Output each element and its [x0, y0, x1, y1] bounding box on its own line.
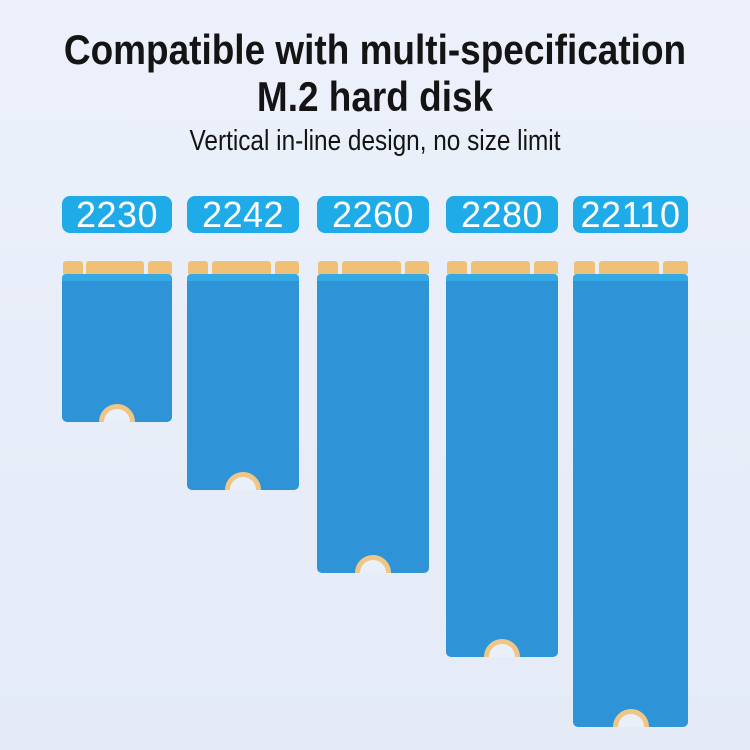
m2-card-2230: 2230	[62, 196, 172, 422]
card-top-strip	[317, 274, 429, 281]
card-top-strip	[446, 274, 558, 281]
header: Compatible with multi-specification M.2 …	[0, 0, 750, 156]
card-top-strip	[187, 274, 299, 281]
connector-pin-left	[574, 261, 595, 274]
mounting-notch	[225, 472, 261, 490]
connector-pins	[317, 261, 429, 274]
mounting-notch	[484, 639, 520, 657]
connector-pin-right	[662, 261, 688, 274]
ssd-card-body	[187, 281, 299, 490]
connector-pins	[62, 261, 172, 274]
size-badge: 2280	[446, 196, 558, 233]
m2-card-2242: 2242	[187, 196, 299, 490]
connector-pin-left	[63, 261, 83, 274]
mounting-notch	[99, 404, 135, 422]
connector-pin-middle	[341, 261, 401, 274]
connector-pin-left	[318, 261, 338, 274]
connector-pin-right	[533, 261, 558, 274]
mounting-notch	[355, 555, 391, 573]
title-line-2: M.2 hard disk	[256, 73, 494, 120]
title-line-1: Compatible with multi-specification	[63, 26, 687, 73]
size-badge: 22110	[573, 196, 688, 233]
size-badge: 2230	[62, 196, 172, 233]
size-badge: 2260	[317, 196, 429, 233]
connector-pin-right	[148, 261, 172, 274]
ssd-card-body	[573, 281, 688, 727]
size-badge-label: 2260	[331, 193, 415, 235]
size-badge: 2242	[187, 196, 299, 233]
size-badge-label: 22110	[580, 193, 681, 235]
connector-pin-left	[188, 261, 208, 274]
subtitle: Vertical in-line design, no size limit	[189, 125, 561, 157]
m2-card-2280: 2280	[446, 196, 558, 657]
connector-pin-middle	[470, 261, 530, 274]
connector-pins	[187, 261, 299, 274]
ssd-card-body	[317, 281, 429, 573]
ssd-card-body	[62, 281, 172, 422]
card-top-strip	[573, 274, 688, 281]
connector-pin-right	[404, 261, 429, 274]
card-top-strip	[62, 274, 172, 281]
ssd-card-body	[446, 281, 558, 657]
connector-pin-right	[274, 261, 299, 274]
connector-pin-middle	[86, 261, 145, 274]
connector-pin-middle	[598, 261, 659, 274]
m2-card-22110: 22110	[573, 196, 688, 727]
size-badge-label: 2242	[201, 193, 285, 235]
connector-pins	[446, 261, 558, 274]
page-title: Compatible with multi-specification M.2 …	[45, 26, 705, 120]
mounting-notch	[612, 709, 649, 727]
size-badge-label: 2280	[460, 193, 544, 235]
connector-pin-middle	[211, 261, 271, 274]
m2-card-2260: 2260	[317, 196, 429, 573]
connector-pin-left	[447, 261, 467, 274]
connector-pins	[573, 261, 688, 274]
size-badge-label: 2230	[75, 193, 159, 235]
